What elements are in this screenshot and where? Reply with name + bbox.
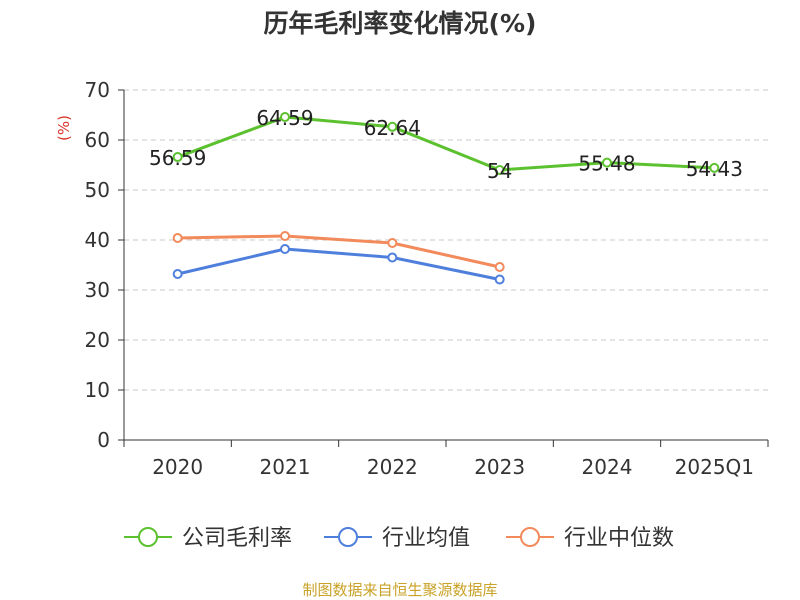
chart-title: 历年毛利率变化情况(%)	[263, 9, 537, 38]
data-label: 64.59	[256, 106, 313, 130]
data-point	[387, 238, 398, 248]
data-label: 54	[487, 159, 512, 183]
legend-swatch-marker	[138, 527, 158, 547]
data-labels: 56.59 64.59 62.64 54 55.48 54.43	[149, 106, 743, 183]
data-point	[494, 274, 505, 285]
x-tick-label: 2025Q1	[675, 455, 754, 479]
x-tick-label: 2022	[367, 455, 418, 479]
y-tick-label: 20	[85, 328, 110, 352]
x-tick-label: 2021	[260, 455, 311, 479]
data-point	[172, 233, 183, 243]
data-label: 54.43	[686, 157, 743, 181]
axes: 0 10 20 30 40 50 60 70 (%) 2020 2021 2022 2023 2024 20…	[55, 78, 769, 479]
y-tick-label: 60	[85, 128, 110, 152]
data-label: 55.48	[578, 152, 635, 176]
y-tick-label: 40	[85, 228, 110, 252]
series-line	[177, 247, 500, 281]
legend-swatch-marker	[520, 527, 540, 547]
data-point	[709, 162, 720, 173]
series-line	[177, 115, 715, 172]
data-point	[280, 231, 290, 241]
y-tick-label: 50	[85, 178, 110, 202]
data-point	[172, 152, 183, 163]
x-tick-label: 2024	[582, 455, 633, 479]
legend-swatch-marker	[338, 527, 358, 547]
y-tick-label: 30	[85, 278, 110, 302]
x-tick-label: 2023	[474, 455, 525, 479]
legend-label: 行业均值	[382, 526, 470, 551]
data-point	[387, 252, 398, 263]
y-tick-label: 70	[85, 78, 110, 102]
x-tick-label: 2020	[152, 455, 203, 479]
series	[172, 112, 720, 285]
legend: 公司毛利率 行业均值 行业中位数	[124, 526, 674, 551]
data-point	[387, 121, 398, 132]
gridlines	[124, 89, 768, 391]
data-label: 62.64	[364, 116, 421, 140]
y-axis-label: (%)	[55, 115, 73, 141]
series-line	[177, 234, 500, 269]
y-tick-label: 10	[85, 378, 110, 402]
data-point	[172, 269, 183, 279]
legend-label: 行业中位数	[564, 526, 674, 551]
data-label: 56.59	[149, 146, 206, 170]
data-point	[280, 244, 290, 254]
data-point	[494, 165, 505, 175]
data-point	[494, 262, 505, 272]
y-tick-label: 0	[97, 428, 110, 452]
data-point	[280, 112, 290, 123]
data-point	[602, 157, 612, 168]
legend-label: 公司毛利率	[182, 526, 292, 551]
source-note: 制图数据来自恒生聚源数据库	[302, 581, 498, 599]
